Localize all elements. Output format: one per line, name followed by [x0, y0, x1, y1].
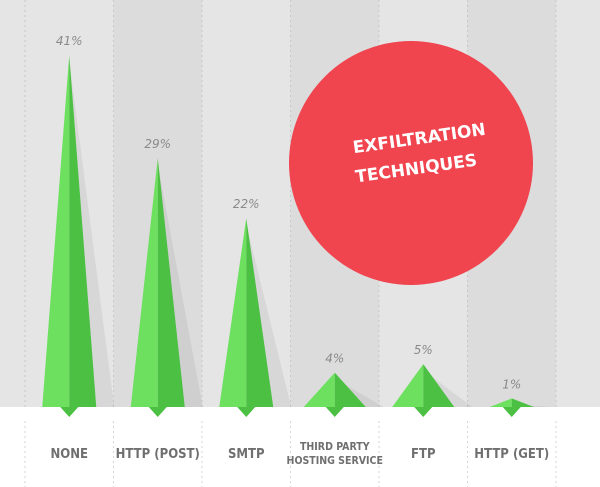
category-labels: NONE HTTP (POST) SMTP THIRD PARTY HOSTING SE…: [50, 441, 549, 467]
value-label: 29%: [144, 137, 171, 151]
bar-marker: [237, 407, 256, 417]
bar: [130, 158, 158, 407]
value-label: 5%: [414, 343, 433, 357]
value-label: 41%: [56, 34, 83, 48]
value-label: 22%: [233, 197, 260, 211]
bar: [392, 364, 424, 407]
category-label: SMTP: [228, 447, 265, 462]
bar-shade: [157, 158, 185, 407]
bar-shade: [423, 364, 455, 407]
bar-shade: [69, 55, 97, 407]
title-badge: EXFILTRATION TECHNIQUES: [289, 41, 533, 285]
category-label: FTP: [411, 447, 436, 462]
bar: [42, 55, 70, 407]
label-band-gridlines: [24, 421, 557, 487]
category-label: HOSTING SERVICE: [287, 455, 383, 467]
label-band: [0, 407, 600, 487]
bar-marker: [502, 407, 521, 417]
bar-marker: [60, 407, 79, 417]
category-label: HTTP (POST): [116, 447, 200, 462]
bar-shade: [511, 398, 534, 407]
category-label: HTTP (GET): [474, 447, 549, 462]
bar-shade: [246, 218, 274, 407]
value-labels: 41% 29% 22% 4% 5% 1%: [56, 34, 521, 391]
value-label: 4%: [325, 352, 344, 366]
bar-shade: [334, 372, 366, 407]
bar: [219, 218, 247, 407]
bars: [42, 55, 534, 407]
bar-base-markers: [60, 407, 521, 417]
category-label: THIRD PARTY: [300, 441, 370, 453]
bar-marker: [148, 407, 167, 417]
title-badge-circle: [289, 41, 533, 285]
bar-marker: [414, 407, 433, 417]
bar: [489, 398, 512, 407]
category-label: NONE: [50, 447, 88, 462]
value-label: 1%: [502, 377, 521, 391]
bar: [303, 372, 335, 407]
bar-marker: [325, 407, 344, 417]
